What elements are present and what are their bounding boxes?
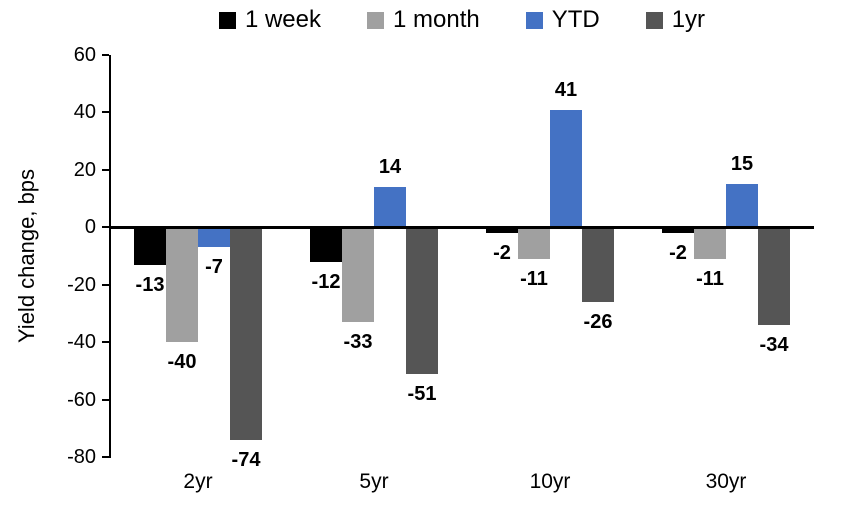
legend-swatch-1-week: [218, 11, 236, 29]
value-label-ytd-5yr: 14: [378, 156, 402, 179]
bar-1-month-10yr: [518, 227, 550, 259]
bar-1-month-2yr: [166, 227, 198, 343]
y-tick-mark: [102, 111, 109, 114]
y-axis-title: Yield change, bps: [14, 168, 39, 344]
legend-item-1-week: 1 week: [218, 6, 321, 33]
bar-1yr-10yr: [582, 227, 614, 302]
x-category-label-2yr: 2yr: [183, 470, 213, 493]
value-label-1yr-30yr: -34: [759, 333, 789, 356]
value-label-1-month-30yr: -11: [696, 267, 724, 290]
y-tick-label: 20: [73, 158, 96, 181]
legend-label-ytd: YTD: [551, 6, 600, 33]
legend-item-1-month: 1 month: [366, 6, 480, 33]
y-tick-label: -40: [67, 331, 96, 354]
legend-swatch-ytd: [525, 11, 543, 29]
legend-item-ytd: YTD: [525, 6, 600, 33]
y-tick-mark: [102, 54, 109, 56]
bar-1-week-5yr: [310, 227, 342, 262]
bar-ytd-10yr: [550, 109, 582, 228]
x-category-label-30yr: 30yr: [705, 470, 747, 493]
x-category-label-10yr: 10yr: [529, 470, 571, 493]
bar-1-month-30yr: [694, 227, 726, 259]
zero-line: [110, 225, 814, 229]
legend-label-1-month: 1 month: [392, 6, 480, 33]
legend-label-1yr: 1yr: [671, 6, 706, 33]
bar-ytd-2yr: [198, 227, 230, 248]
bar-ytd-5yr: [374, 187, 406, 228]
y-tick-mark: [102, 456, 109, 458]
value-label-1-month-2yr: -40: [167, 351, 197, 374]
value-label-ytd-30yr: 15: [730, 153, 754, 176]
legend-swatch-1yr: [645, 11, 663, 29]
y-tick-mark: [102, 341, 109, 344]
y-tick-label: 0: [84, 216, 96, 239]
bar-1-month-5yr: [342, 227, 374, 323]
chart-legend: 1 week 1 month YTD 1yr: [110, 8, 814, 32]
value-label-1yr-5yr: -51: [407, 382, 437, 405]
value-label-1yr-10yr: -26: [583, 310, 613, 333]
y-tick-label: -20: [67, 273, 96, 296]
value-label-1yr-2yr: -74: [231, 448, 261, 471]
y-tick-mark: [102, 226, 109, 229]
value-label-1-month-5yr: -33: [343, 331, 373, 354]
x-category-label-5yr: 5yr: [359, 470, 389, 493]
value-label-ytd-10yr: 41: [554, 78, 578, 101]
bar-1yr-5yr: [406, 227, 438, 374]
y-tick-label: -60: [67, 388, 96, 411]
value-label-1-week-2yr: -13: [135, 273, 165, 296]
value-label-1-week-10yr: -2: [493, 242, 511, 265]
bar-ytd-30yr: [726, 184, 758, 228]
bar-1-week-2yr: [134, 227, 166, 265]
value-label-1-month-10yr: -11: [520, 267, 548, 290]
value-label-1-week-5yr: -12: [311, 270, 341, 293]
y-tick-label: -80: [67, 446, 96, 468]
bar-1-week-10yr: [486, 227, 518, 234]
legend-item-1yr: 1yr: [645, 6, 706, 33]
legend-label-1-week: 1 week: [244, 6, 321, 33]
value-label-1-week-30yr: -2: [669, 242, 687, 265]
legend-swatch-1-month: [366, 11, 384, 29]
bar-1-week-30yr: [662, 227, 694, 234]
y-axis-line: [109, 55, 111, 458]
bar-1yr-30yr: [758, 227, 790, 325]
y-tick-mark: [102, 168, 109, 171]
y-tick-label: 60: [73, 44, 96, 66]
y-tick-mark: [102, 398, 109, 401]
value-label-ytd-2yr: -7: [205, 256, 223, 279]
bar-1yr-2yr: [230, 227, 262, 440]
y-tick-label: 40: [73, 101, 96, 124]
y-tick-mark: [102, 283, 109, 286]
